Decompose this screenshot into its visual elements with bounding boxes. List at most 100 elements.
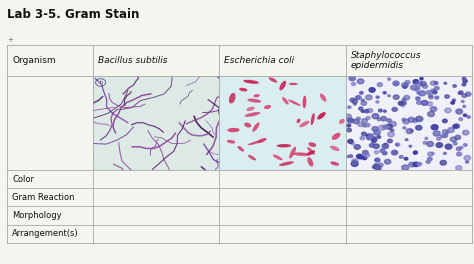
Circle shape [365,95,372,100]
Circle shape [464,144,467,146]
Circle shape [348,139,353,143]
Ellipse shape [252,122,260,132]
Circle shape [431,125,438,130]
Circle shape [361,99,364,101]
Circle shape [456,147,461,150]
Circle shape [455,135,461,139]
Circle shape [366,134,372,138]
Text: Color: Color [12,175,34,183]
Circle shape [375,158,380,162]
Ellipse shape [264,105,271,109]
Circle shape [356,96,361,100]
Circle shape [406,129,413,134]
Ellipse shape [320,93,327,102]
Circle shape [459,91,463,94]
Circle shape [392,107,397,111]
Circle shape [377,118,381,121]
Ellipse shape [237,146,244,152]
Circle shape [456,109,463,114]
Circle shape [365,124,370,127]
Circle shape [451,102,454,104]
Text: Bacillus subtilis: Bacillus subtilis [98,56,168,65]
Circle shape [380,149,385,153]
Ellipse shape [277,144,292,147]
Ellipse shape [279,161,294,166]
Circle shape [417,92,419,94]
Circle shape [391,129,394,131]
Text: +: + [7,37,13,43]
Ellipse shape [288,100,301,106]
Ellipse shape [309,142,316,147]
Circle shape [384,159,391,164]
Circle shape [350,98,355,102]
Circle shape [426,160,430,163]
Circle shape [463,130,469,135]
Circle shape [465,161,468,163]
Circle shape [388,132,394,137]
Circle shape [467,116,470,118]
Circle shape [377,136,381,138]
Circle shape [427,142,433,147]
Circle shape [396,144,398,146]
Circle shape [415,87,420,90]
Circle shape [354,103,356,105]
Circle shape [401,165,409,170]
Circle shape [445,95,449,98]
Circle shape [371,137,376,140]
Circle shape [402,98,406,101]
Circle shape [421,100,428,105]
Circle shape [408,117,415,122]
Circle shape [453,125,457,128]
Circle shape [409,162,415,167]
Circle shape [356,117,360,120]
Circle shape [372,126,378,131]
Circle shape [352,160,356,164]
Ellipse shape [306,150,315,155]
Circle shape [362,132,366,136]
Circle shape [399,155,403,158]
Circle shape [367,136,371,140]
Circle shape [364,153,370,157]
Circle shape [384,143,387,145]
Circle shape [359,155,364,159]
Circle shape [405,81,410,84]
Circle shape [402,101,406,105]
Circle shape [349,155,353,157]
Circle shape [428,94,433,97]
Circle shape [363,150,368,155]
Ellipse shape [282,97,289,105]
Circle shape [404,95,410,100]
Circle shape [429,96,433,99]
Circle shape [423,141,427,144]
Circle shape [360,136,365,140]
Circle shape [442,134,447,138]
Circle shape [456,166,462,170]
Ellipse shape [244,122,251,128]
Circle shape [431,89,435,92]
Circle shape [410,85,417,90]
Circle shape [461,100,464,102]
Ellipse shape [332,133,340,140]
Circle shape [363,157,366,160]
Circle shape [416,116,423,121]
Ellipse shape [330,145,339,151]
Circle shape [361,110,365,112]
Text: Escherichia coli: Escherichia coli [225,56,294,65]
Circle shape [420,78,423,80]
Circle shape [388,95,390,97]
Circle shape [437,137,440,140]
Circle shape [404,157,408,160]
Ellipse shape [227,140,235,144]
Circle shape [379,109,382,112]
Circle shape [383,92,386,94]
Circle shape [372,138,377,142]
Circle shape [395,143,400,146]
Ellipse shape [339,119,345,124]
Circle shape [348,119,354,123]
Circle shape [419,91,425,96]
Ellipse shape [239,88,247,91]
Circle shape [349,76,356,81]
Circle shape [459,118,463,120]
Circle shape [374,130,380,135]
Circle shape [426,91,431,94]
